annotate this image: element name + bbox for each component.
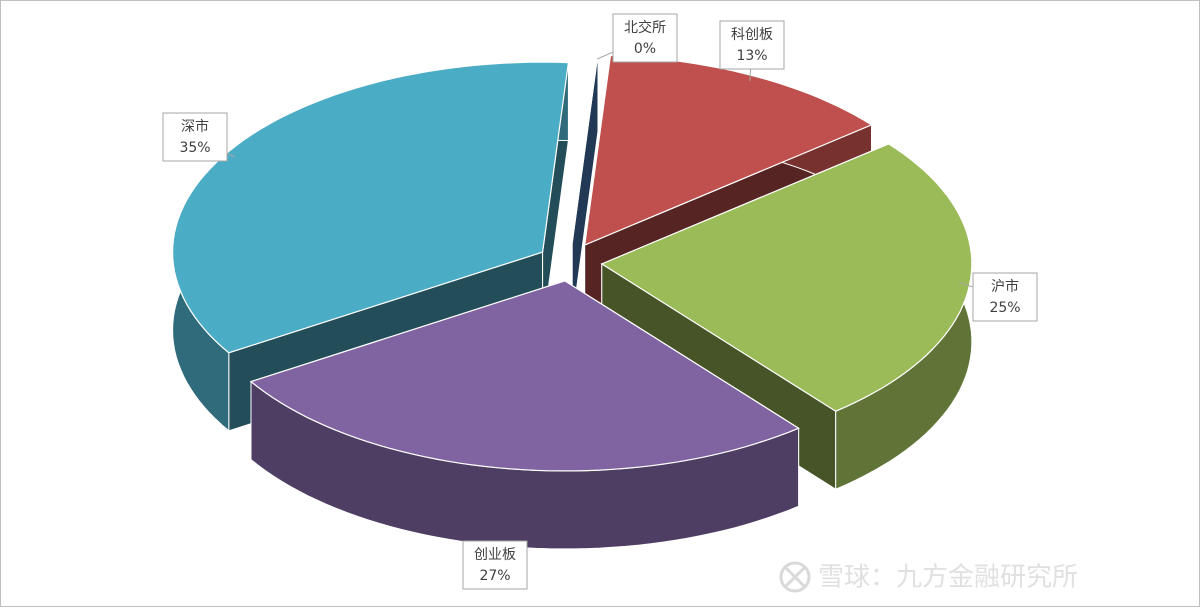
slice — [600, 143, 973, 412]
label-box — [612, 13, 678, 63]
watermark: 雪球：九方金融研究所 — [779, 561, 1078, 593]
watermark-icon — [779, 561, 811, 593]
label-value: 0% — [634, 41, 656, 57]
label-box — [462, 540, 528, 590]
label-category: 创业板 — [474, 547, 516, 563]
label-value: 27% — [479, 568, 510, 584]
data-labels: 北交所 0% 科创板 13% 沪市 25% 创业板 27% 深市 35% — [162, 13, 1038, 590]
label-box — [972, 272, 1038, 322]
watermark-icon — [784, 566, 806, 588]
slice — [249, 280, 800, 472]
pie — [171, 53, 973, 550]
label-box — [162, 112, 228, 162]
label-category: 深市 — [181, 118, 209, 135]
label-value: 35% — [179, 140, 210, 156]
label-value: 25% — [989, 300, 1020, 316]
watermark-text: 雪球：九方金融研究所 — [818, 563, 1078, 593]
label-category: 沪市 — [991, 278, 1019, 295]
label-category: 科创板 — [731, 27, 773, 43]
label-category: 北交所 — [624, 19, 666, 36]
label-box — [719, 20, 785, 70]
slice — [571, 53, 599, 243]
label-value: 13% — [736, 48, 767, 64]
